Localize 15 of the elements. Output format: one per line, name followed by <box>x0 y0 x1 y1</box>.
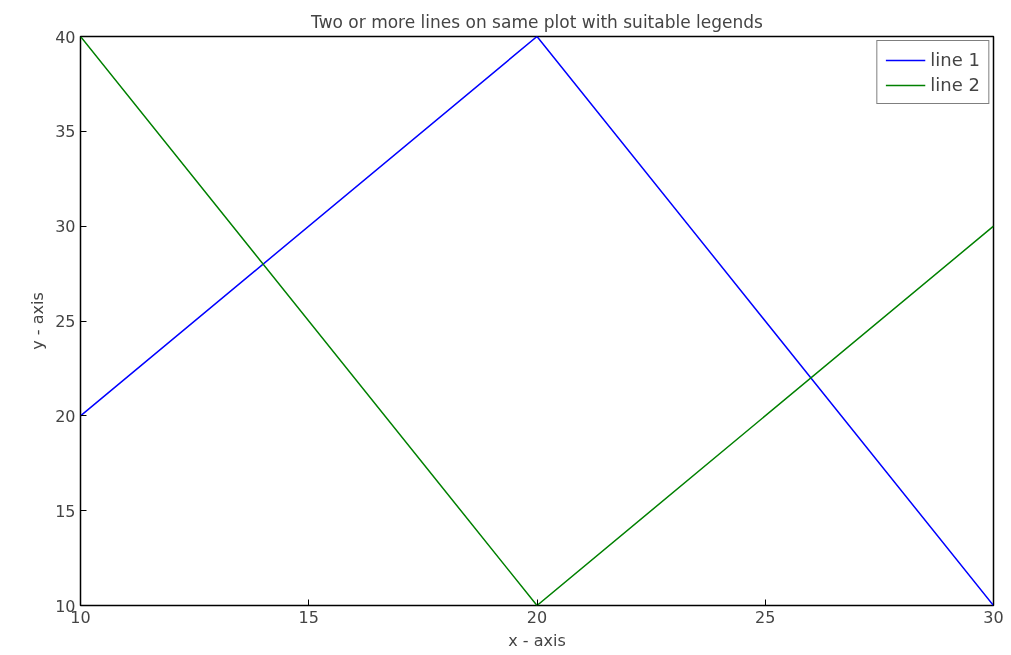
y-tick-label: 25 <box>55 312 76 331</box>
x-tick-label: 20 <box>526 607 548 627</box>
x-axis-title: x - axis <box>508 630 566 650</box>
legend-label: line 2 <box>930 74 980 95</box>
chart-title: Two or more lines on same plot with suitable legends <box>310 11 764 32</box>
x-tick-label: 30 <box>983 607 1004 627</box>
x-tick-label: 25 <box>755 607 776 627</box>
x-tick-label: 15 <box>298 607 319 627</box>
y-axis-title: y - axis <box>28 292 48 350</box>
y-tick-label: 35 <box>55 122 76 142</box>
y-tick-label: 40 <box>55 27 76 47</box>
y-tick-label: 30 <box>55 217 76 237</box>
y-tick-label: 20 <box>55 406 76 426</box>
legend-label: line 1 <box>930 49 980 70</box>
y-tick-label: 15 <box>55 501 76 521</box>
